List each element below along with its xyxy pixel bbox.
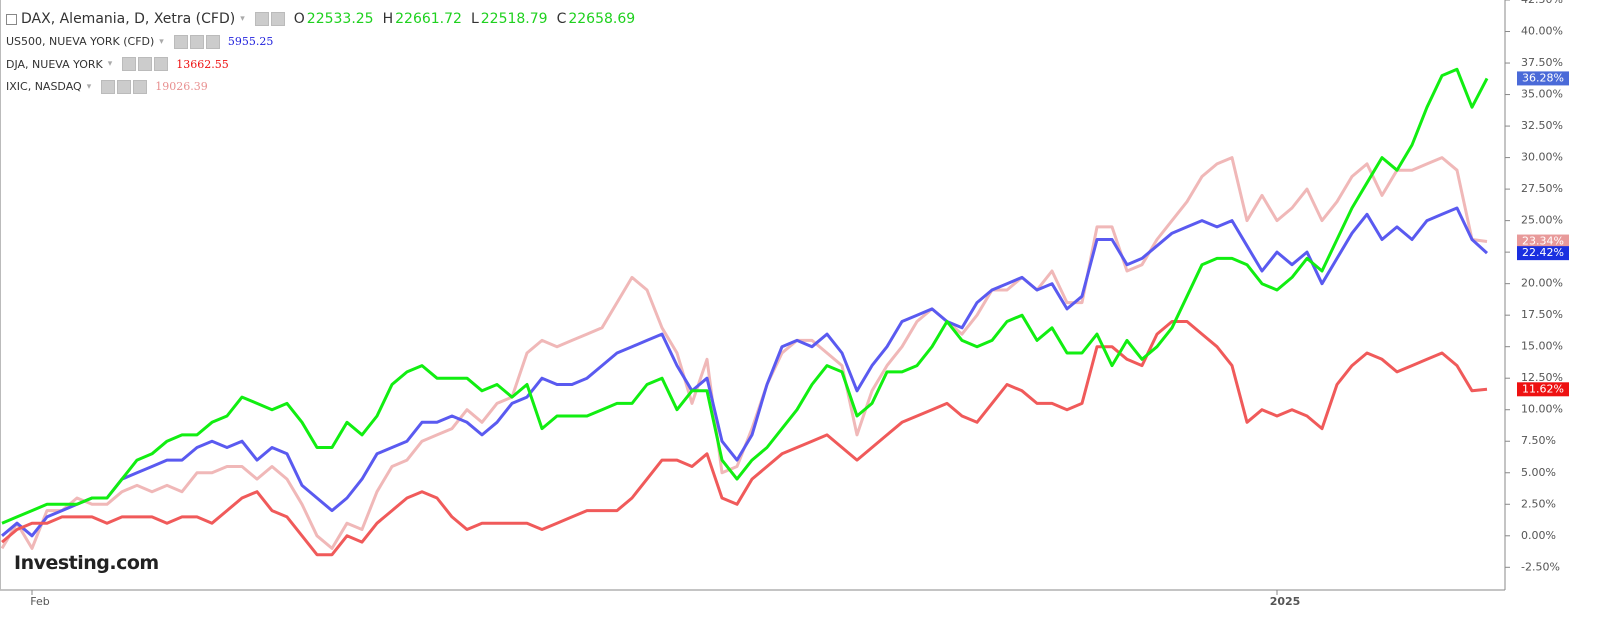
y-tick-label: -2.50% <box>1521 560 1560 573</box>
legend-header: DAX, Alemania, D, Xetra (CFD) ▾ O 22533.25 H… <box>6 8 635 98</box>
instrument-name: IXIC, NASDAQ <box>6 80 82 94</box>
y-tick-label: 30.00% <box>1521 151 1563 164</box>
y-tick-label: 0.00% <box>1521 529 1556 542</box>
tool-icon <box>205 34 220 49</box>
y-tick-label: 12.50% <box>1521 371 1563 384</box>
ohlc-value: 22533.25 <box>306 11 374 28</box>
y-tick-label: 20.00% <box>1521 277 1563 290</box>
tool-icon <box>173 34 188 49</box>
caret: ▾ <box>159 36 164 47</box>
watermark: Investing.com <box>14 552 159 574</box>
ohlc-label: H <box>382 11 394 28</box>
tool-icon <box>133 79 148 94</box>
y-tick-label: 7.50% <box>1521 434 1556 447</box>
tool-icon <box>254 12 269 27</box>
x-tick-label: Feb <box>30 595 49 608</box>
end-label: 11.62% <box>1517 382 1569 397</box>
tool-icon <box>101 79 116 94</box>
end-label: 23.34% <box>1517 234 1569 249</box>
y-tick-label: 5.00% <box>1521 466 1556 479</box>
tool-icon <box>154 57 169 72</box>
instrument-value: 5955.25 <box>227 35 274 49</box>
end-label-box <box>1517 382 1569 397</box>
tool-icon <box>270 12 285 27</box>
end-label-box <box>1517 71 1569 86</box>
caret: ▾ <box>86 81 92 92</box>
y-tick-label: 10.00% <box>1521 403 1563 416</box>
ohlc-value: 22518.79 <box>480 11 548 28</box>
end-label-text: 22.42% <box>1522 246 1564 259</box>
series-line <box>1 206 1489 538</box>
end-label-text: 23.34% <box>1522 235 1564 248</box>
end-label-box <box>1517 246 1569 261</box>
end-label: 36.28% <box>1517 71 1569 86</box>
y-tick-label: 32.50% <box>1521 119 1563 132</box>
y-tick-label: 40.00% <box>1521 25 1563 38</box>
legend-row: IXIC, NASDAQ ▾ 19026.39 <box>6 76 635 99</box>
legend-row: US500, NUEVA YORK (CFD) ▾ 5955.25 <box>6 31 635 54</box>
x-tick-label: 2025 <box>1270 595 1301 608</box>
legend-row: DJA, NUEVA YORK ▾ 13662.55 <box>6 53 635 76</box>
ohlc-value: 22661.72 <box>395 11 462 28</box>
legend-row: DAX, Alemania, D, Xetra (CFD) ▾ O 22533.25 H… <box>6 8 635 31</box>
ohlc-label: O <box>293 11 305 28</box>
end-label-text: 36.28% <box>1522 71 1564 84</box>
y-tick-label: 2.50% <box>1521 497 1556 510</box>
end-label-text: 11.62% <box>1522 382 1564 395</box>
instrument-name: DAX, Alemania, D, Xetra (CFD) <box>21 11 236 28</box>
tool-icon <box>189 34 204 49</box>
tool-icon <box>138 57 153 72</box>
end-label-box <box>1517 234 1569 249</box>
caret: ▾ <box>107 59 113 70</box>
end-label: 22.42% <box>1517 246 1569 261</box>
ohlc-value: 22658.69 <box>568 11 636 28</box>
y-tick-label: 25.00% <box>1521 214 1563 227</box>
y-tick-label: 42.50% <box>1521 0 1563 6</box>
instrument-value: 19026.39 <box>155 80 208 94</box>
tool-icon <box>122 57 137 72</box>
y-tick-label: 37.50% <box>1521 56 1563 69</box>
tool-icon <box>117 79 132 94</box>
caret: ▾ <box>240 14 245 25</box>
ohlc-label: L <box>470 11 479 28</box>
instrument-value: 13662.55 <box>176 57 229 71</box>
instrument-name: US500, NUEVA YORK (CFD) <box>6 35 155 49</box>
y-tick-label: 15.00% <box>1521 340 1563 353</box>
ohlc-label: C <box>556 11 567 28</box>
series-line <box>1 320 1488 557</box>
collapse-icon <box>6 13 17 25</box>
y-tick-label: 27.50% <box>1521 182 1563 195</box>
y-tick-label: 35.00% <box>1521 88 1563 101</box>
y-tick-label: 17.50% <box>1521 308 1563 321</box>
series-line <box>1 67 1489 525</box>
instrument-name: DJA, NUEVA YORK <box>6 57 103 71</box>
